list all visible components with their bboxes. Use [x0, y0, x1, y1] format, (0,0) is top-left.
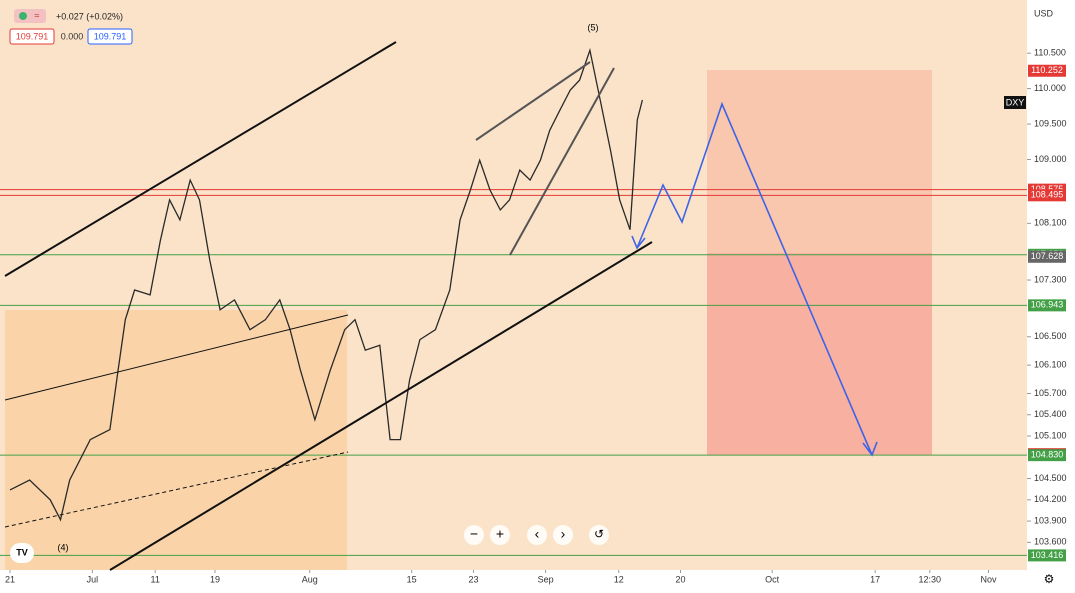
y-tick-label: 104.500 [1034, 473, 1067, 483]
price-label-box [1028, 250, 1066, 263]
arrow-head [631, 235, 646, 250]
x-tick-label: Sep [538, 574, 554, 584]
x-tick-label: 12:30 [919, 574, 942, 584]
x-tick-label: 15 [407, 574, 417, 584]
bid: 109.791 [16, 31, 49, 41]
price-label: 104.830 [1031, 450, 1064, 460]
dashed-line [4, 451, 349, 528]
y-tick-label: 104.200 [1034, 494, 1067, 504]
x-tick-label: 12 [614, 574, 624, 584]
y-tick-label: 105.100 [1034, 430, 1067, 440]
x-tick-label: Oct [765, 574, 780, 584]
zoom-in[interactable] [490, 525, 510, 545]
ticker-box [1004, 96, 1026, 109]
time-axis [0, 570, 1027, 593]
scroll-right[interactable] [553, 525, 573, 545]
scroll-left[interactable] [527, 525, 547, 545]
price-label-box [1028, 189, 1066, 202]
y-tick-label: 107.300 [1034, 274, 1067, 284]
wedge-line [509, 67, 615, 256]
zoom-out-icon: − [470, 526, 478, 542]
price-label-box [1028, 449, 1066, 462]
reset[interactable] [589, 525, 609, 545]
scroll-left-icon: ‹ [535, 526, 540, 542]
y-tick-label: 103.900 [1034, 515, 1067, 525]
trend-line [4, 41, 397, 277]
spread: 0.000 [61, 31, 84, 41]
logo [10, 543, 34, 563]
settings[interactable]: ⚙ [1044, 572, 1055, 586]
status-dot [19, 12, 27, 20]
zoom-in-icon: + [496, 526, 504, 542]
price-label: 110.252 [1031, 65, 1063, 75]
price-label: 108.575 [1031, 184, 1064, 194]
reset-icon: ↺ [594, 527, 604, 541]
data-layer [0, 47, 1027, 556]
x-tick-label: Nov [980, 574, 997, 584]
x-tick-label: 20 [676, 574, 686, 584]
arrow-head [862, 441, 878, 457]
price-label-box [1028, 549, 1066, 562]
x-tick-label: 17 [870, 574, 880, 584]
price-label-box [1028, 64, 1066, 77]
stop-box [707, 253, 932, 455]
y-tick-label: 105.700 [1034, 388, 1067, 398]
bid-box [9, 28, 55, 45]
x-tick-label: Jul [87, 574, 99, 584]
target-box [707, 70, 932, 253]
y-tick-label: 105.400 [1034, 409, 1067, 419]
symbol-badge [14, 9, 46, 23]
price-label-box [1028, 299, 1066, 312]
ticker: DXY [1006, 97, 1025, 107]
currency: USD [1034, 8, 1054, 18]
x-tick-label: 21 [5, 574, 15, 584]
y-tick-label: 110.500 [1034, 48, 1066, 58]
y-tick-label: 106.500 [1034, 331, 1067, 341]
legend: ≈ +0.027 (+0.02%) 109.791 0.000 109.791 [9, 9, 133, 45]
projection [636, 101, 873, 456]
price-axis [1027, 0, 1075, 593]
toolbar: − + ‹ › ↺ [464, 525, 609, 545]
price-label: 107.628 [1031, 251, 1064, 261]
logo-icon: TV [16, 547, 28, 557]
price-label: 106.943 [1031, 300, 1064, 310]
ask: 109.791 [94, 31, 127, 41]
wave-label: (5) [588, 22, 599, 32]
trend-line [4, 314, 349, 401]
zoom-out[interactable] [464, 525, 484, 545]
price-line-series [9, 47, 644, 522]
x-tick-label: 11 [151, 574, 160, 584]
y-tick-label: 110.000 [1034, 83, 1066, 93]
x-tick-label: 19 [210, 574, 220, 584]
y-tick-label: 109.000 [1034, 154, 1067, 164]
ask-box [87, 28, 133, 45]
price-label: 103.416 [1031, 550, 1064, 560]
range-box [5, 310, 347, 570]
x-tick-label: Aug [302, 574, 318, 584]
y-tick-label: 103.600 [1034, 537, 1067, 547]
wave-label: (4) [58, 542, 69, 552]
trend-line [109, 241, 653, 571]
y-tick-label: 108.100 [1034, 218, 1067, 228]
x-tick-label: 23 [468, 574, 478, 584]
scroll-right-icon: › [561, 526, 566, 542]
drawings [4, 41, 878, 571]
change: +0.027 (+0.02%) [56, 11, 123, 21]
wedge-line [475, 61, 591, 141]
price-label: 108.495 [1031, 190, 1064, 200]
y-tick-label: 106.100 [1034, 359, 1067, 369]
symbol-icon: ≈ [35, 10, 40, 20]
y-tick-label: 109.500 [1034, 118, 1067, 128]
